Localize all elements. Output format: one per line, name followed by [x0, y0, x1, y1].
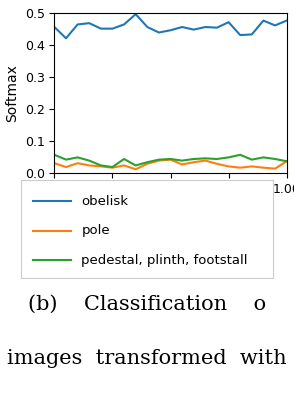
pole [227, 164, 230, 169]
pole [157, 158, 161, 163]
obelisk [238, 33, 242, 38]
Line: obelisk: obelisk [54, 14, 287, 38]
Text: pole: pole [81, 224, 110, 237]
pole [134, 167, 138, 172]
Line: pole: pole [54, 160, 287, 169]
pole [99, 164, 103, 169]
obelisk [111, 26, 114, 31]
pedestal, plinth, footstall [250, 157, 253, 162]
X-axis label: k1: k1 [162, 202, 179, 216]
pole [88, 163, 91, 168]
obelisk [53, 25, 56, 30]
pedestal, plinth, footstall [53, 152, 56, 157]
obelisk [76, 22, 79, 27]
pedestal, plinth, footstall [238, 152, 242, 157]
pole [250, 164, 253, 169]
pole [64, 165, 68, 170]
pole [285, 159, 288, 164]
Text: obelisk: obelisk [81, 195, 128, 208]
pole [215, 161, 219, 166]
pedestal, plinth, footstall [262, 155, 265, 160]
pole [111, 165, 114, 170]
Text: images  transformed  with: images transformed with [7, 349, 287, 368]
Line: pedestal, plinth, footstall: pedestal, plinth, footstall [54, 155, 287, 167]
pedestal, plinth, footstall [215, 156, 219, 161]
pedestal, plinth, footstall [273, 156, 277, 161]
obelisk [227, 20, 230, 25]
pole [146, 161, 149, 166]
pole [181, 162, 184, 167]
pedestal, plinth, footstall [99, 163, 103, 168]
pedestal, plinth, footstall [64, 157, 68, 162]
pedestal, plinth, footstall [192, 156, 196, 161]
Text: pedestal, plinth, footstall: pedestal, plinth, footstall [81, 254, 248, 267]
obelisk [285, 18, 288, 23]
Text: (b)    Classification    o: (b) Classification o [28, 295, 266, 314]
pedestal, plinth, footstall [111, 165, 114, 170]
obelisk [122, 22, 126, 27]
obelisk [169, 28, 172, 33]
obelisk [146, 25, 149, 30]
obelisk [192, 27, 196, 32]
pedestal, plinth, footstall [285, 159, 288, 164]
pedestal, plinth, footstall [169, 156, 172, 161]
obelisk [250, 32, 253, 37]
obelisk [273, 23, 277, 28]
obelisk [181, 25, 184, 30]
pedestal, plinth, footstall [122, 156, 126, 161]
pedestal, plinth, footstall [204, 156, 207, 161]
obelisk [157, 30, 161, 35]
pole [192, 160, 196, 165]
pole [238, 165, 242, 170]
Y-axis label: Softmax: Softmax [5, 64, 19, 122]
pole [76, 161, 79, 166]
pedestal, plinth, footstall [227, 155, 230, 160]
pedestal, plinth, footstall [88, 158, 91, 163]
obelisk [215, 25, 219, 30]
pole [169, 157, 172, 162]
pedestal, plinth, footstall [157, 157, 161, 162]
pedestal, plinth, footstall [146, 160, 149, 165]
pole [273, 166, 277, 171]
obelisk [134, 12, 138, 17]
obelisk [262, 18, 265, 23]
obelisk [99, 26, 103, 31]
obelisk [64, 36, 68, 41]
pedestal, plinth, footstall [134, 163, 138, 168]
pole [122, 163, 126, 168]
obelisk [204, 25, 207, 30]
pole [204, 158, 207, 163]
pole [262, 165, 265, 170]
pole [53, 161, 56, 166]
obelisk [88, 20, 91, 25]
pedestal, plinth, footstall [76, 155, 79, 160]
pedestal, plinth, footstall [181, 158, 184, 163]
